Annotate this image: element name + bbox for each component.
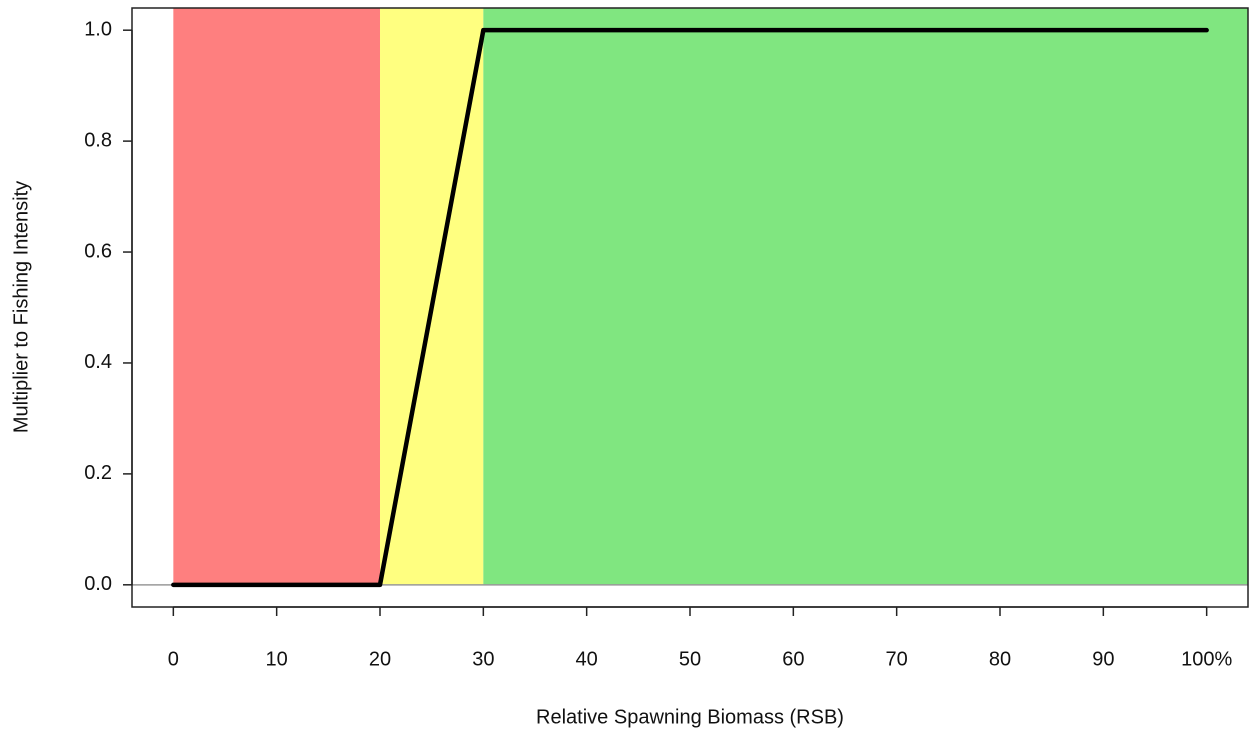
zone — [173, 8, 380, 585]
x-tick-label: 50 — [679, 648, 701, 670]
x-tick-label: 10 — [266, 648, 288, 670]
y-tick-label: 0.6 — [84, 240, 112, 262]
y-tick-label: 0.8 — [84, 129, 112, 151]
x-tick-label: 100% — [1181, 648, 1232, 670]
x-tick-label: 90 — [1092, 648, 1114, 670]
x-tick-label: 70 — [886, 648, 908, 670]
y-tick-label: 1.0 — [84, 18, 112, 40]
x-tick-label: 80 — [989, 648, 1011, 670]
y-tick-label: 0.0 — [84, 573, 112, 595]
y-axis-label: Multiplier to Fishing Intensity — [10, 181, 32, 433]
x-tick-label: 60 — [782, 648, 804, 670]
x-tick-label: 0 — [168, 648, 179, 670]
x-tick-label: 20 — [369, 648, 391, 670]
zone — [483, 8, 1248, 585]
y-tick-label: 0.2 — [84, 462, 112, 484]
y-tick-label: 0.4 — [84, 351, 112, 373]
x-tick-label: 30 — [472, 648, 494, 670]
x-tick-label: 40 — [576, 648, 598, 670]
data-line — [171, 27, 1209, 588]
x-axis-label: Relative Spawning Biomass (RSB) — [536, 706, 844, 728]
